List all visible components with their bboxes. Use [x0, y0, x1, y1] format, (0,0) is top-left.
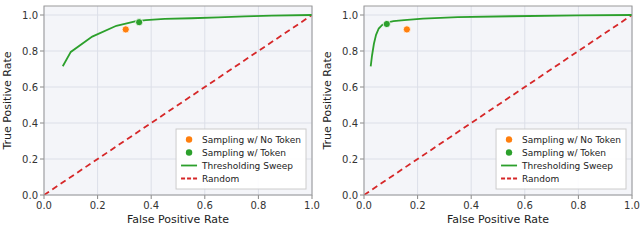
point — [383, 20, 390, 27]
tick — [471, 195, 472, 199]
grid-line — [471, 6, 472, 195]
tick-label: 0.0 — [36, 200, 52, 211]
legend-swatch — [506, 149, 512, 155]
grid-line — [364, 123, 632, 124]
tick-label: 0.0 — [22, 190, 38, 201]
grid-line — [364, 51, 632, 52]
grid-line — [364, 87, 632, 88]
point — [403, 26, 410, 33]
tick — [97, 195, 98, 199]
legend-label: Sampling w/ Token — [202, 148, 286, 158]
data-layer — [44, 15, 312, 195]
tick — [40, 159, 44, 160]
tick — [360, 159, 364, 160]
tick — [40, 195, 44, 196]
tick — [360, 51, 364, 52]
tick-label: 0.0 — [342, 190, 358, 201]
series-line — [63, 15, 312, 66]
tick — [360, 87, 364, 88]
x-axis-label: False Positive Rate — [447, 213, 549, 226]
tick-label: 0.8 — [570, 200, 586, 211]
tick-label: 0.6 — [22, 82, 38, 93]
tick-label: 0.8 — [250, 200, 266, 211]
panel: 0.0 0.2 0.4 0.6 0.8 1.0 0.0 0.2 0.4 0.6 0.8 1.0 Fals… — [1, 6, 320, 226]
panel: 0.0 0.2 0.4 0.6 0.8 1.0 0.0 0.2 0.4 0.6 0.8 1.0 Fals… — [321, 6, 640, 226]
plot-background — [44, 6, 312, 195]
tick-label: 0.2 — [410, 200, 426, 211]
grid-line — [44, 87, 312, 88]
tick-label: 0.4 — [342, 118, 358, 129]
grid-line — [151, 6, 152, 195]
tick-label: 1.0 — [342, 10, 358, 21]
tick-label: 1.0 — [22, 10, 38, 21]
tick-label: 0.8 — [342, 46, 358, 57]
tick-label: 0.2 — [342, 154, 358, 165]
series-line — [364, 15, 632, 195]
tick-label: 0.2 — [90, 200, 106, 211]
tick — [312, 195, 313, 199]
legend-label: Sampling w/ Token — [522, 148, 606, 158]
tick — [524, 195, 525, 199]
legend-swatch — [181, 165, 197, 167]
series-line — [44, 15, 312, 195]
tick-label: 0.6 — [342, 82, 358, 93]
tick — [360, 15, 364, 16]
legend-box — [496, 129, 626, 189]
tick-label: 1.0 — [304, 200, 320, 211]
tick — [360, 195, 364, 196]
plot-frame — [364, 6, 632, 195]
legend-swatch — [186, 149, 192, 155]
legend: Sampling w/ No Token Sampling w/ Token Thr… — [176, 129, 306, 189]
tick — [151, 195, 152, 199]
x-axis-label: False Positive Rate — [127, 213, 229, 226]
legend-swatch — [501, 178, 517, 180]
tick — [40, 87, 44, 88]
plot-frame — [44, 6, 312, 195]
point — [136, 19, 143, 26]
tick-label: 0.6 — [197, 200, 213, 211]
tick — [364, 195, 365, 199]
legend-swatch — [506, 136, 512, 142]
legend-label: Thresholding Sweep — [521, 161, 613, 171]
y-axis-label: True Positive Rate — [321, 51, 334, 150]
legend-label: Random — [522, 174, 559, 184]
tick — [40, 51, 44, 52]
tick-label: 0.6 — [517, 200, 533, 211]
legend-swatch — [501, 165, 517, 167]
data-layer — [364, 15, 632, 195]
tick-label: 0.2 — [22, 154, 38, 165]
tick — [40, 15, 44, 16]
grid-line — [417, 6, 418, 195]
series-line — [371, 15, 632, 66]
legend-label: Thresholding Sweep — [201, 161, 293, 171]
tick-label: 0.4 — [143, 200, 159, 211]
tick-label: 0.4 — [463, 200, 479, 211]
legend-label: Random — [202, 174, 239, 184]
tick — [632, 195, 633, 199]
tick — [204, 195, 205, 199]
legend-swatch — [186, 136, 192, 142]
tick — [40, 123, 44, 124]
y-axis-label: True Positive Rate — [1, 51, 14, 150]
legend-swatch — [181, 178, 197, 180]
tick-label: 0.0 — [356, 200, 372, 211]
tick — [578, 195, 579, 199]
point — [122, 26, 129, 33]
figure: 0.0 0.2 0.4 0.6 0.8 1.0 0.0 0.2 0.4 0.6 0.8 1.0 Fals… — [0, 0, 640, 229]
tick — [258, 195, 259, 199]
tick-label: 0.8 — [22, 46, 38, 57]
tick — [360, 123, 364, 124]
legend-box — [176, 129, 306, 189]
plot-background — [364, 6, 632, 195]
legend: Sampling w/ No Token Sampling w/ Token Thr… — [496, 129, 626, 189]
tick — [417, 195, 418, 199]
grid-line — [44, 123, 312, 124]
tick — [44, 195, 45, 199]
grid-line — [44, 51, 312, 52]
tick-label: 0.4 — [22, 118, 38, 129]
legend-label: Sampling w/ No Token — [522, 135, 621, 145]
legend-label: Sampling w/ No Token — [202, 135, 301, 145]
tick-label: 1.0 — [624, 200, 640, 211]
